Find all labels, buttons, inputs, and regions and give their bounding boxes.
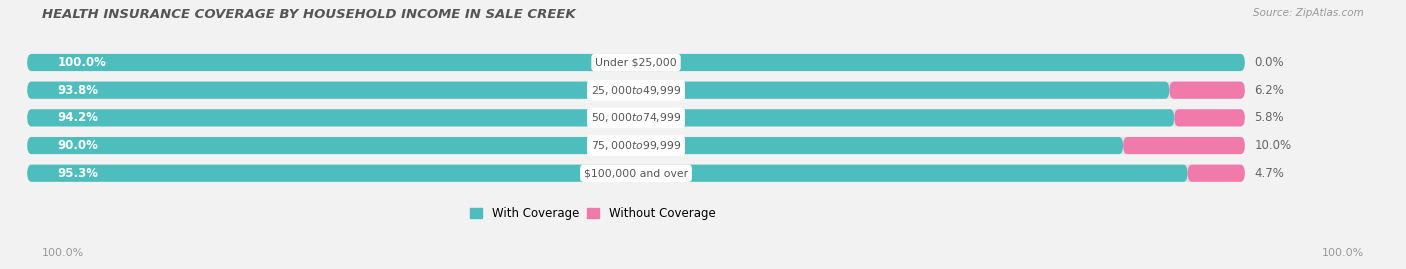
- Text: 90.0%: 90.0%: [58, 139, 98, 152]
- FancyBboxPatch shape: [27, 165, 1188, 182]
- FancyBboxPatch shape: [1170, 82, 1244, 99]
- FancyBboxPatch shape: [1174, 109, 1244, 126]
- FancyBboxPatch shape: [1123, 137, 1244, 154]
- Text: 0.0%: 0.0%: [1254, 56, 1284, 69]
- Text: Source: ZipAtlas.com: Source: ZipAtlas.com: [1253, 8, 1364, 18]
- Text: 93.8%: 93.8%: [58, 84, 98, 97]
- FancyBboxPatch shape: [27, 109, 1244, 126]
- Text: 100.0%: 100.0%: [58, 56, 107, 69]
- Text: $75,000 to $99,999: $75,000 to $99,999: [591, 139, 681, 152]
- Text: Under $25,000: Under $25,000: [595, 58, 676, 68]
- FancyBboxPatch shape: [27, 137, 1244, 154]
- FancyBboxPatch shape: [27, 165, 1244, 182]
- FancyBboxPatch shape: [27, 82, 1170, 99]
- FancyBboxPatch shape: [27, 54, 1244, 71]
- FancyBboxPatch shape: [27, 54, 1244, 71]
- FancyBboxPatch shape: [27, 109, 1174, 126]
- Text: 94.2%: 94.2%: [58, 111, 98, 124]
- FancyBboxPatch shape: [1188, 165, 1244, 182]
- Text: 10.0%: 10.0%: [1254, 139, 1292, 152]
- Text: 100.0%: 100.0%: [1322, 248, 1364, 258]
- Text: HEALTH INSURANCE COVERAGE BY HOUSEHOLD INCOME IN SALE CREEK: HEALTH INSURANCE COVERAGE BY HOUSEHOLD I…: [42, 8, 576, 21]
- Text: 100.0%: 100.0%: [42, 248, 84, 258]
- Text: $25,000 to $49,999: $25,000 to $49,999: [591, 84, 681, 97]
- Text: $50,000 to $74,999: $50,000 to $74,999: [591, 111, 681, 124]
- Text: 5.8%: 5.8%: [1254, 111, 1284, 124]
- FancyBboxPatch shape: [27, 82, 1244, 99]
- Text: 4.7%: 4.7%: [1254, 167, 1285, 180]
- Legend: With Coverage, Without Coverage: With Coverage, Without Coverage: [468, 204, 717, 222]
- Text: 95.3%: 95.3%: [58, 167, 98, 180]
- Text: $100,000 and over: $100,000 and over: [583, 168, 688, 178]
- FancyBboxPatch shape: [27, 137, 1123, 154]
- Text: 6.2%: 6.2%: [1254, 84, 1285, 97]
